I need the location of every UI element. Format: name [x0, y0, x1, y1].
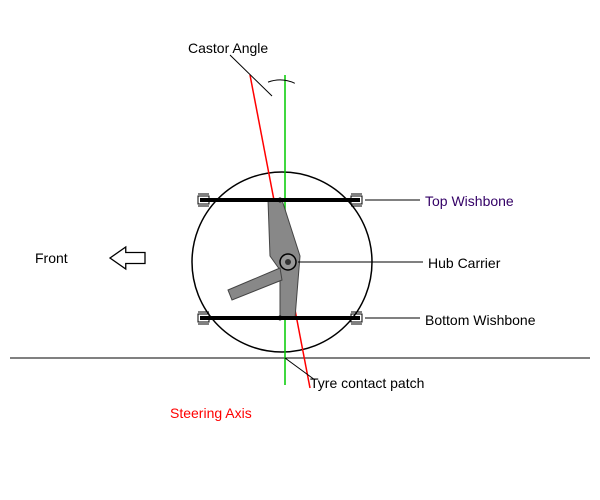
label-castor-angle: Castor Angle: [188, 40, 268, 56]
castor-angle-diagram: Castor Angle Top Wishbone Hub Carrier Bo…: [0, 0, 600, 500]
label-tyre-contact: Tyre contact patch: [310, 375, 424, 391]
diagram-svg: [0, 0, 600, 500]
label-top-wishbone: Top Wishbone: [425, 193, 514, 209]
label-steering-axis: Steering Axis: [170, 405, 252, 421]
label-front: Front: [35, 250, 68, 266]
label-hub-carrier: Hub Carrier: [428, 255, 500, 271]
label-bottom-wishbone: Bottom Wishbone: [425, 312, 536, 328]
